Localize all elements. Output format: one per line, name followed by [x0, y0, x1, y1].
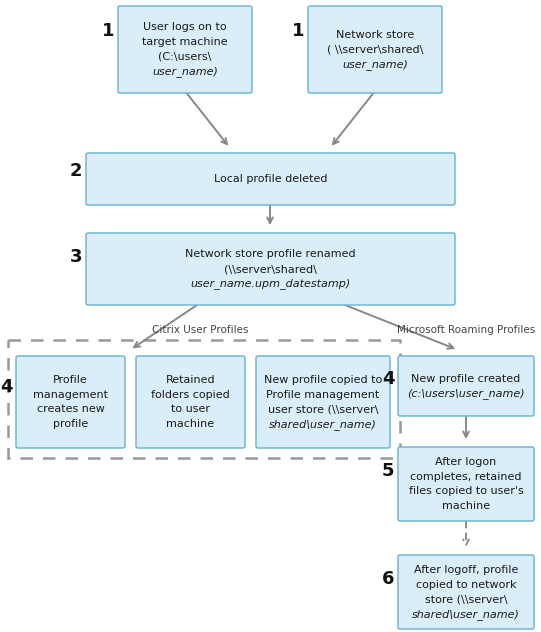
FancyBboxPatch shape — [256, 356, 390, 448]
Text: management: management — [33, 390, 108, 399]
Text: New profile copied to: New profile copied to — [264, 375, 382, 385]
Text: Network store: Network store — [336, 30, 414, 40]
Text: copied to network: copied to network — [415, 580, 516, 590]
Text: 1: 1 — [102, 22, 114, 40]
Text: Network store profile renamed: Network store profile renamed — [185, 249, 356, 259]
Text: Local profile deleted: Local profile deleted — [214, 174, 327, 184]
Text: shared\user_name): shared\user_name) — [269, 418, 377, 430]
FancyBboxPatch shape — [86, 233, 455, 305]
Text: completes, retained: completes, retained — [410, 471, 522, 482]
Text: user_name.upm_datestamp): user_name.upm_datestamp) — [190, 278, 351, 289]
Text: Citrix User Profiles: Citrix User Profiles — [151, 325, 248, 335]
Text: store (\\server\: store (\\server\ — [425, 594, 507, 604]
Text: creates new: creates new — [37, 404, 104, 415]
Bar — [8, 340, 400, 458]
Text: Profile: Profile — [53, 375, 88, 385]
Text: user store (\\server\: user store (\\server\ — [268, 404, 378, 415]
Text: user_name): user_name) — [152, 66, 218, 77]
Text: 1: 1 — [292, 22, 304, 40]
Text: 6: 6 — [382, 570, 394, 588]
Text: New profile created: New profile created — [411, 374, 520, 384]
Text: After logon: After logon — [436, 457, 497, 467]
Text: shared\user_name): shared\user_name) — [412, 609, 520, 619]
FancyBboxPatch shape — [398, 555, 534, 629]
Text: Profile management: Profile management — [266, 390, 380, 399]
FancyBboxPatch shape — [398, 356, 534, 416]
FancyBboxPatch shape — [136, 356, 245, 448]
Text: (c:\users\user_name): (c:\users\user_name) — [407, 388, 525, 399]
FancyBboxPatch shape — [16, 356, 125, 448]
Text: machine: machine — [167, 419, 215, 429]
Text: User logs on to: User logs on to — [143, 22, 227, 32]
Text: folders copied: folders copied — [151, 390, 230, 399]
FancyBboxPatch shape — [86, 153, 455, 205]
Text: After logoff, profile: After logoff, profile — [414, 565, 518, 575]
FancyBboxPatch shape — [308, 6, 442, 93]
Text: machine: machine — [442, 501, 490, 511]
Text: (C:\users\: (C:\users\ — [159, 52, 212, 62]
Text: (\\server\shared\: (\\server\shared\ — [224, 264, 317, 274]
Text: 4: 4 — [382, 370, 394, 388]
Text: 3: 3 — [70, 248, 82, 266]
Text: 4: 4 — [0, 378, 12, 396]
Text: 5: 5 — [382, 462, 394, 480]
Text: user_name): user_name) — [342, 59, 408, 70]
FancyBboxPatch shape — [118, 6, 252, 93]
Text: Retained: Retained — [166, 375, 215, 385]
Text: Microsoft Roaming Profiles: Microsoft Roaming Profiles — [397, 325, 535, 335]
Text: files copied to user's: files copied to user's — [408, 487, 523, 496]
Text: 2: 2 — [70, 162, 82, 180]
FancyBboxPatch shape — [398, 447, 534, 521]
Text: profile: profile — [53, 419, 88, 429]
Text: to user: to user — [171, 404, 210, 415]
Text: ( \\server\shared\: ( \\server\shared\ — [327, 44, 423, 54]
Text: target machine: target machine — [142, 37, 228, 47]
